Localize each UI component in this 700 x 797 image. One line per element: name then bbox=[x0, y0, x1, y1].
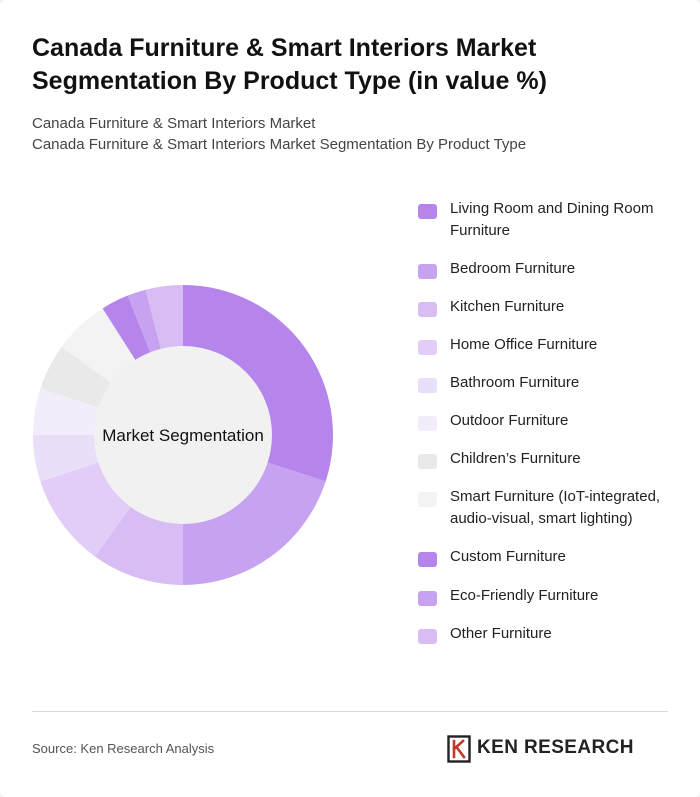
legend-swatch bbox=[418, 378, 437, 393]
legend-swatch bbox=[418, 302, 437, 317]
legend-item: Smart Furniture (IoT-integrated, audio-v… bbox=[418, 486, 678, 530]
legend-item: Other Furniture bbox=[418, 623, 678, 645]
legend-item: Eco-Friendly Furniture bbox=[418, 585, 678, 607]
legend-swatch bbox=[418, 340, 437, 355]
center-label: Market Segmentation bbox=[102, 426, 264, 445]
legend-item: Living Room and Dining Room Furniture bbox=[418, 198, 678, 242]
legend-label: Living Room and Dining Room Furniture bbox=[450, 200, 654, 239]
legend-swatch bbox=[418, 591, 437, 606]
legend-label: Eco-Friendly Furniture bbox=[450, 587, 599, 604]
legend-label: Bedroom Furniture bbox=[450, 260, 576, 277]
chart-title: Canada Furniture & Smart Interiors Marke… bbox=[32, 34, 547, 95]
legend-swatch bbox=[418, 629, 437, 644]
source-note: Source: Ken Research Analysis bbox=[32, 741, 215, 756]
donut-hole bbox=[94, 346, 272, 524]
legend-label: Other Furniture bbox=[450, 625, 552, 642]
legend-swatch bbox=[418, 416, 437, 431]
brand-logo: KEN RESEARCH bbox=[447, 734, 669, 764]
legend-swatch bbox=[418, 204, 437, 219]
legend-swatch bbox=[418, 552, 437, 567]
legend-item: Bedroom Furniture bbox=[418, 258, 678, 280]
legend-label: Outdoor Furniture bbox=[450, 412, 569, 429]
legend-label: Smart Furniture (IoT-integrated, audio-v… bbox=[450, 488, 661, 527]
subtitle-line-2: Canada Furniture & Smart Interiors Marke… bbox=[32, 136, 527, 153]
chart-legend: Living Room and Dining Room Furniture Bed… bbox=[418, 198, 678, 645]
legend-label: Bathroom Furniture bbox=[450, 374, 580, 391]
legend-swatch bbox=[418, 454, 437, 469]
legend-item: Bathroom Furniture bbox=[418, 372, 678, 394]
legend-label: Children’s Furniture bbox=[450, 450, 581, 467]
legend-item: Children’s Furniture bbox=[418, 448, 678, 470]
legend-swatch bbox=[418, 264, 437, 279]
chart-subtitle: Canada Furniture & Smart Interiors Marke… bbox=[32, 113, 672, 155]
ken-research-k-logo-icon bbox=[447, 735, 471, 763]
legend-label: Kitchen Furniture bbox=[450, 298, 565, 315]
legend-item: Home Office Furniture bbox=[418, 334, 678, 356]
legend-item: Custom Furniture bbox=[418, 546, 678, 568]
legend-label: Home Office Furniture bbox=[450, 336, 598, 353]
subtitle-line-1: Canada Furniture & Smart Interiors Marke… bbox=[32, 115, 316, 132]
legend-label: Custom Furniture bbox=[450, 548, 566, 565]
footer-divider bbox=[32, 711, 668, 712]
brand-name: KEN RESEARCH bbox=[477, 737, 634, 758]
legend-swatch bbox=[418, 492, 437, 507]
legend-item: Outdoor Furniture bbox=[418, 410, 678, 432]
donut-chart: Market Segmentation bbox=[33, 285, 334, 585]
legend-item: Kitchen Furniture bbox=[418, 296, 678, 318]
